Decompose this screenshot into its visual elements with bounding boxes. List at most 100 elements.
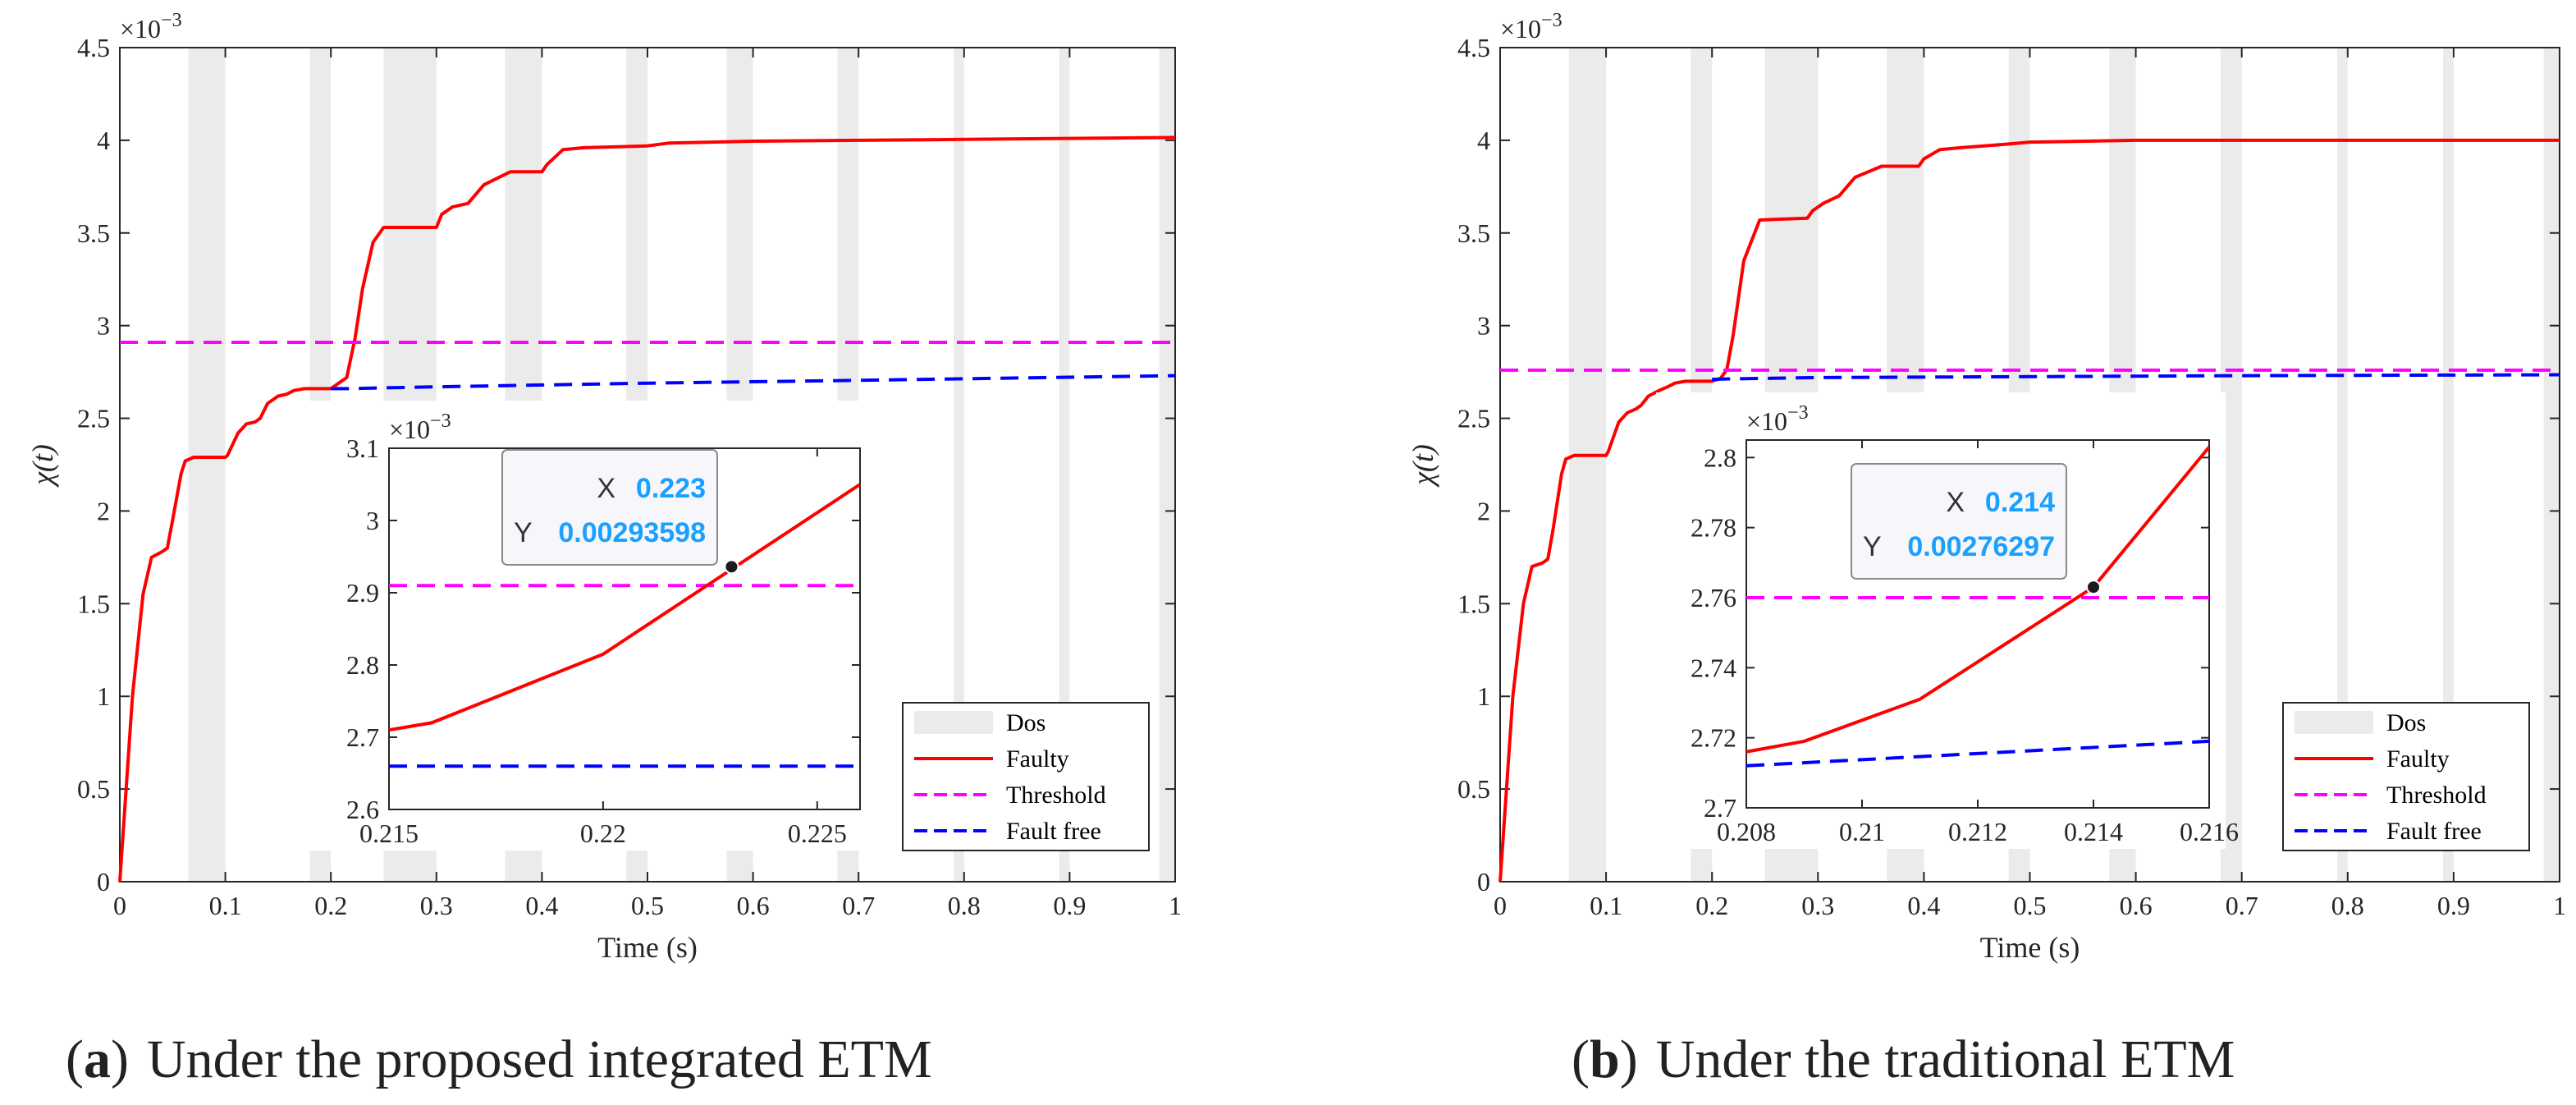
datatip-x-value: 0.223 bbox=[636, 473, 706, 504]
x-tick-label: 0.5 bbox=[631, 891, 664, 920]
x-tick-label: 0.6 bbox=[737, 891, 770, 920]
dos-interval bbox=[953, 48, 964, 882]
inset-y-tick-label: 2.6 bbox=[346, 795, 379, 824]
datatip-y-value: 0.00293598 bbox=[558, 517, 706, 548]
y-tick-label: 4 bbox=[97, 126, 110, 155]
caption-paren-open: ( bbox=[66, 1029, 84, 1089]
x-tick-label: 0.9 bbox=[1053, 891, 1086, 920]
inset-exponent-power: −3 bbox=[1787, 402, 1809, 424]
inset-x-tick-label: 0.214 bbox=[2064, 817, 2123, 846]
legend-swatch-dos bbox=[2295, 711, 2373, 734]
inset-series-faulty bbox=[1746, 446, 2211, 754]
datatip-x-label: X bbox=[597, 473, 615, 504]
x-tick-label: 0.5 bbox=[2014, 891, 2047, 920]
y-tick-label: 2.5 bbox=[1457, 404, 1490, 433]
inset-x-tick-label: 0.225 bbox=[788, 818, 847, 848]
caption-text: Under the proposed integrated ETM bbox=[147, 1029, 932, 1089]
exponent-base: ×10 bbox=[1500, 14, 1541, 44]
inset-y-tick-label: 3.1 bbox=[346, 433, 379, 463]
inset-y-tick-label: 3 bbox=[366, 506, 379, 535]
y-tick-label: 2 bbox=[1477, 496, 1490, 525]
datatip-marker bbox=[2086, 580, 2101, 595]
series-fault-free bbox=[1712, 373, 2560, 382]
legend-swatch-dos bbox=[914, 711, 993, 734]
chart-b: 0 0.1 0.2 0.3 0.4 0.5 0.6 0.7 0.8 0.9 1 0 0.5 1 1.5 2 2.… bbox=[1407, 10, 2566, 1089]
dos-interval bbox=[1568, 48, 1607, 882]
y-tick-label: 3 bbox=[1477, 311, 1490, 341]
chart-a: 0 0.1 0.2 0.3 0.4 0.5 0.6 0.7 0.8 0.9 1 0 0.5 1 1.5 2 2.… bbox=[26, 10, 1182, 1089]
datatip-x-value: 0.214 bbox=[1985, 487, 2055, 518]
legend-entry-label: Faulty bbox=[1006, 745, 1069, 773]
caption-tag: b bbox=[1590, 1029, 1620, 1089]
y-tick-label: 2 bbox=[97, 496, 110, 525]
exponent-power: −3 bbox=[161, 10, 182, 31]
y-tick-label: 1 bbox=[97, 681, 110, 711]
datatip-y-label: Y bbox=[514, 517, 533, 548]
x-tick-label: 0.1 bbox=[1590, 891, 1622, 920]
datatip-marker bbox=[724, 559, 739, 575]
y-tick-label: 3 bbox=[97, 311, 110, 341]
y-tick-label: 1.5 bbox=[77, 589, 110, 618]
inset-y-tick-label: 2.8 bbox=[1704, 442, 1736, 472]
inset-x-tick-label: 0.22 bbox=[580, 818, 626, 848]
x-tick-label: 0.4 bbox=[525, 891, 558, 920]
series-fault-free bbox=[331, 374, 1176, 391]
y-tick-label: 0 bbox=[97, 867, 110, 896]
x-axis-label: Time (s) bbox=[597, 931, 698, 964]
x-tick-label: 0.3 bbox=[1801, 891, 1834, 920]
dos-interval bbox=[188, 48, 226, 882]
dos-interval bbox=[1059, 48, 1070, 882]
legend-entry-label: Fault free bbox=[1006, 818, 1101, 845]
y-exponent-label: ×10−3 bbox=[1500, 10, 1563, 44]
legend-a: Dos Faulty Threshold Fault free bbox=[902, 702, 1150, 851]
x-tick-label: 0.2 bbox=[314, 891, 347, 920]
dos-interval bbox=[2442, 48, 2454, 882]
subfigure-caption: (b) Under the traditional ETM bbox=[1572, 1029, 2235, 1089]
x-tick-label: 0.3 bbox=[420, 891, 453, 920]
inset-y-tick-label: 2.72 bbox=[1691, 723, 1736, 753]
subfigure-caption: (a) Under the proposed integrated ETM bbox=[66, 1029, 932, 1089]
caption-paren-close: ) bbox=[111, 1029, 129, 1089]
series-faulty bbox=[118, 135, 1176, 883]
caption-paren-open: ( bbox=[1572, 1029, 1590, 1089]
inset-y-tick-label: 2.78 bbox=[1691, 513, 1736, 543]
inset-x-tick-label: 0.212 bbox=[1948, 817, 2007, 846]
inset-exponent-base: ×10 bbox=[1746, 406, 1787, 436]
x-tick-label: 0.8 bbox=[948, 891, 981, 920]
x-tick-label: 0.1 bbox=[209, 891, 242, 920]
inset-x-tick-label: 0.216 bbox=[2180, 817, 2239, 846]
datatip-box bbox=[501, 449, 718, 566]
x-tick-label: 0.6 bbox=[2120, 891, 2153, 920]
y-tick-label: 3.5 bbox=[77, 218, 110, 248]
x-tick-label: 0.4 bbox=[1907, 891, 1940, 920]
x-axis-label: Time (s) bbox=[1980, 931, 2080, 964]
y-tick-label: 1.5 bbox=[1457, 589, 1490, 618]
legend-entry-label: Threshold bbox=[2386, 782, 2487, 809]
legend-b: Dos Faulty Threshold Fault free bbox=[2282, 702, 2530, 851]
inset-b: 0.208 0.21 0.212 0.214 0.216 2.7 2.72 2.74 2.76 2… bbox=[1656, 392, 2239, 849]
y-exponent-label: ×10−3 bbox=[120, 10, 182, 44]
inset-y-tick-label: 2.9 bbox=[346, 578, 379, 608]
x-tick-label: 0.2 bbox=[1695, 891, 1728, 920]
y-tick-label: 0 bbox=[1477, 867, 1490, 896]
y-tick-label: 4 bbox=[1477, 126, 1490, 155]
caption-text: Under the traditional ETM bbox=[1656, 1029, 2235, 1089]
legend-entry-label: Dos bbox=[2386, 709, 2426, 736]
legend-entry-label: Threshold bbox=[1006, 782, 1106, 809]
inset-x-tick-label: 0.215 bbox=[359, 818, 419, 848]
inset-exponent-base: ×10 bbox=[389, 415, 430, 444]
caption-tag: a bbox=[84, 1029, 111, 1089]
datatip-x-label: X bbox=[1946, 487, 1965, 518]
inset-y-tick-label: 2.7 bbox=[346, 722, 379, 752]
legend-entry-label: Faulty bbox=[2386, 745, 2450, 773]
inset-y-tick-label: 2.8 bbox=[346, 650, 379, 680]
legend-entry-label: Dos bbox=[1006, 709, 1045, 736]
inset-exponent-label: ×10−3 bbox=[1746, 402, 1809, 436]
dos-interval bbox=[2336, 48, 2348, 882]
y-tick-label: 0.5 bbox=[77, 774, 110, 804]
inset-exponent-label: ×10−3 bbox=[389, 410, 451, 444]
y-axis-label: χ(t) bbox=[1407, 444, 1439, 488]
inset-x-tick-label: 0.208 bbox=[1717, 817, 1776, 846]
legend-entry-label: Fault free bbox=[2386, 818, 2482, 845]
